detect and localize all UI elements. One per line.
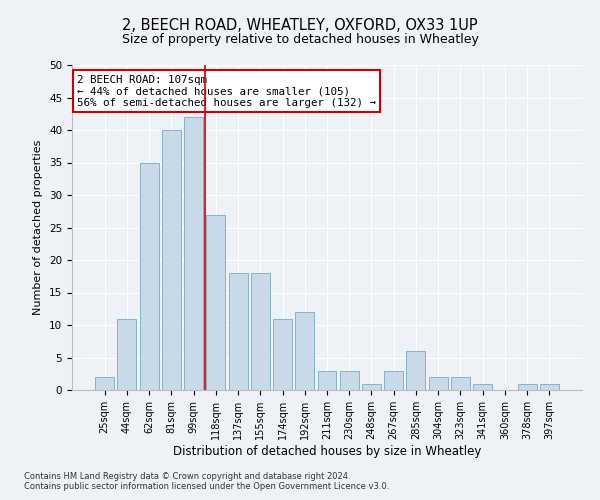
Bar — [362, 384, 381, 390]
Bar — [473, 384, 492, 390]
Y-axis label: Number of detached properties: Number of detached properties — [34, 140, 43, 315]
Bar — [95, 377, 114, 390]
Bar — [340, 370, 359, 390]
Bar — [206, 214, 225, 390]
Bar — [251, 273, 270, 390]
Bar — [540, 384, 559, 390]
Text: Contains public sector information licensed under the Open Government Licence v3: Contains public sector information licen… — [24, 482, 389, 491]
Bar — [406, 351, 425, 390]
Bar — [140, 162, 158, 390]
Text: 2, BEECH ROAD, WHEATLEY, OXFORD, OX33 1UP: 2, BEECH ROAD, WHEATLEY, OXFORD, OX33 1U… — [122, 18, 478, 32]
Bar — [295, 312, 314, 390]
Text: Contains HM Land Registry data © Crown copyright and database right 2024.: Contains HM Land Registry data © Crown c… — [24, 472, 350, 481]
Bar — [451, 377, 470, 390]
Bar — [384, 370, 403, 390]
Bar — [184, 117, 203, 390]
Text: 2 BEECH ROAD: 107sqm
← 44% of detached houses are smaller (105)
56% of semi-deta: 2 BEECH ROAD: 107sqm ← 44% of detached h… — [77, 74, 376, 108]
Bar — [429, 377, 448, 390]
Bar — [317, 370, 337, 390]
Bar — [162, 130, 181, 390]
Text: Size of property relative to detached houses in Wheatley: Size of property relative to detached ho… — [122, 32, 478, 46]
Bar — [518, 384, 536, 390]
Bar — [273, 318, 292, 390]
Bar — [229, 273, 248, 390]
Bar — [118, 318, 136, 390]
X-axis label: Distribution of detached houses by size in Wheatley: Distribution of detached houses by size … — [173, 444, 481, 458]
